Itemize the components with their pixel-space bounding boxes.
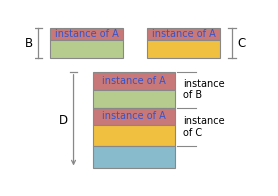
Bar xyxy=(147,28,220,40)
Bar xyxy=(50,28,123,40)
Text: instance of A: instance of A xyxy=(102,76,166,86)
Text: instance of A: instance of A xyxy=(152,29,215,39)
Bar xyxy=(93,146,175,168)
Bar xyxy=(147,40,220,58)
Text: instance of A: instance of A xyxy=(54,29,118,39)
Bar xyxy=(50,40,123,58)
Text: instance
of B: instance of B xyxy=(183,79,225,101)
Text: instance
of C: instance of C xyxy=(183,116,225,138)
Text: D: D xyxy=(59,114,68,127)
Text: instance of A: instance of A xyxy=(102,112,166,122)
Bar xyxy=(93,125,175,146)
Bar xyxy=(93,90,175,108)
Bar xyxy=(93,72,175,90)
Text: B: B xyxy=(24,37,33,50)
Text: C: C xyxy=(237,37,245,50)
Bar xyxy=(93,108,175,125)
